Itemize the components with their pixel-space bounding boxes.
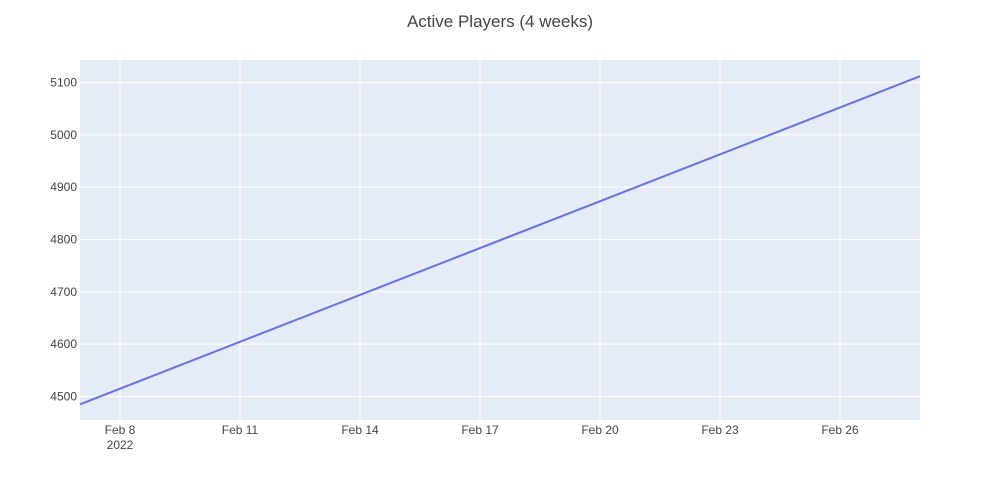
series-line (79, 75, 921, 406)
x-tick-label: Feb 14 (341, 423, 379, 437)
series-layer (79, 75, 921, 406)
y-tick-label: 4700 (50, 285, 77, 299)
x-tick-label: Feb 26 (821, 423, 859, 437)
grid-lines (80, 60, 920, 420)
x-tick-label: Feb 20 (581, 423, 619, 437)
x-tick-label: Feb 11 (222, 423, 259, 437)
y-tick-label: 4900 (50, 180, 77, 194)
x-year-label: 2022 (107, 438, 134, 452)
chart-title: Active Players (4 weeks) (406, 12, 594, 31)
x-tick-label: Feb 8 (105, 423, 136, 437)
y-axis: 4500 4600 4700 4800 4900 5000 5100 (50, 76, 77, 404)
y-tick-label: 5100 (50, 76, 77, 90)
x-tick-label: Feb 23 (701, 423, 739, 437)
y-tick-label: 4800 (50, 232, 77, 246)
y-tick-label: 4500 (50, 389, 77, 403)
x-tick-label: Feb 17 (461, 423, 499, 437)
y-tick-label: 4600 (50, 337, 77, 351)
y-tick-label: 5000 (50, 128, 77, 142)
